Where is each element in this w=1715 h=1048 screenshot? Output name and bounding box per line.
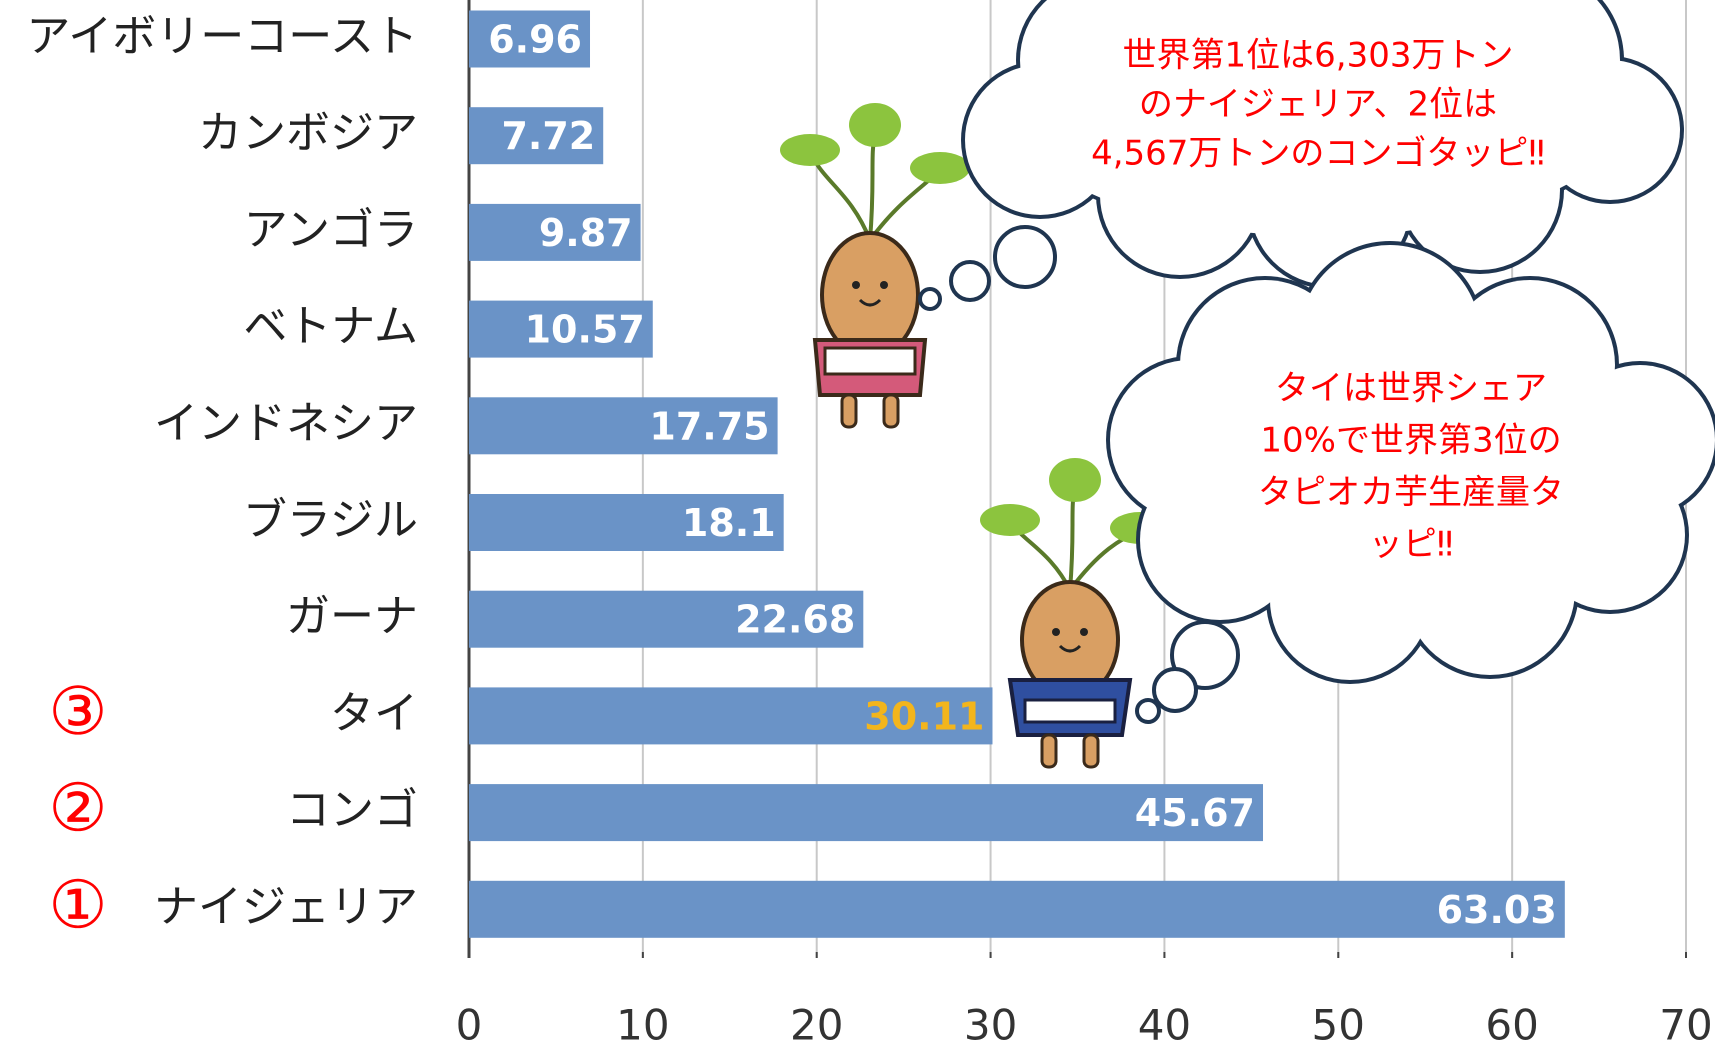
value-label: 30.11 [864, 694, 984, 738]
x-tick-label: 30 [964, 1001, 1017, 1048]
character [780, 103, 970, 427]
annotation: 10%で世界第3位の [1260, 421, 1561, 461]
annotation: タイは世界シェア [1275, 369, 1547, 409]
x-tick-label: 0 [456, 1001, 483, 1048]
value-label: 45.67 [1135, 791, 1255, 835]
annotation: タピオカ芋生産量タ [1258, 473, 1564, 513]
y-tick-label: タイ [330, 688, 418, 739]
y-tick-label: アンゴラ [244, 204, 418, 255]
y-tick-label: ベトナム [243, 301, 418, 352]
value-label: 7.72 [501, 114, 595, 158]
chart: 0 10 20 30 40 50 60 70 アイボリーコースト 6.96 カンボジア 7.72 アン… [0, 0, 1715, 1048]
value-label: 18.1 [682, 501, 776, 545]
y-tick-label: アイボリーコースト [26, 11, 418, 62]
y-tick-label: ガーナ [286, 591, 418, 642]
y-tick-label: コンゴ [286, 785, 418, 836]
rank-label: ① [48, 866, 107, 943]
x-tick-label: 50 [1312, 1001, 1365, 1048]
x-tick-label: 70 [1659, 1001, 1712, 1048]
value-label: 63.03 [1437, 888, 1557, 932]
annotation: のナイジェリア、2位は [1139, 85, 1497, 125]
value-label: 22.68 [735, 598, 855, 642]
x-tick-label: 40 [1138, 1001, 1191, 1048]
x-tick-label: 10 [616, 1001, 669, 1048]
y-tick-label: カンボジア [198, 108, 418, 159]
value-label: 6.96 [488, 18, 582, 62]
x-tick-label: 60 [1485, 1001, 1538, 1048]
annotation: ッピ‼ [1369, 525, 1454, 565]
y-tick-label: ブラジル [243, 495, 418, 546]
annotation: 4,567万トンのコンゴタッピ‼ [1091, 134, 1545, 174]
y-tick-label: インドネシア [154, 398, 418, 449]
annotation: 世界第1位は6,303万トン [1123, 36, 1514, 76]
rank-label: ② [48, 770, 107, 847]
value-label: 10.57 [525, 308, 645, 352]
y-tick-label: ナイジェリア [154, 881, 418, 932]
rank-label: ③ [48, 673, 107, 750]
value-label: 9.87 [539, 211, 633, 255]
bar [469, 881, 1565, 938]
x-tick-label: 20 [790, 1001, 843, 1048]
value-label: 17.75 [649, 404, 769, 448]
